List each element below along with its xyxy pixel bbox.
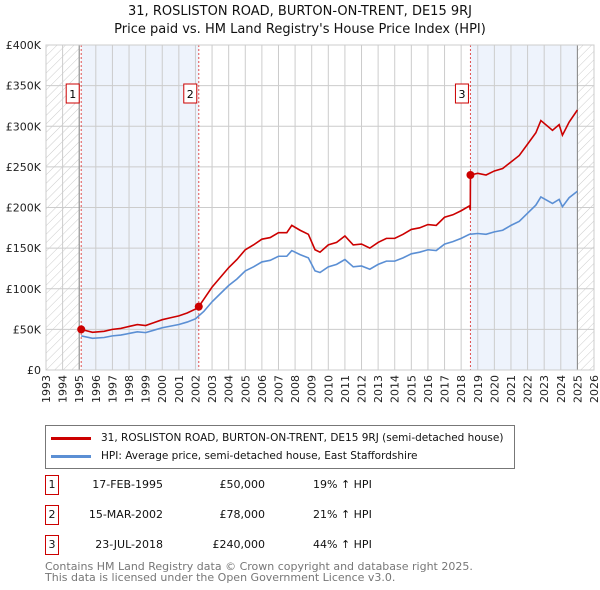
y-tick-label: £300K <box>6 120 42 133</box>
sale-date: 23-JUL-2018 <box>95 538 163 551</box>
x-tick-label: 2007 <box>272 375 285 403</box>
y-tick-label: £200K <box>6 202 42 215</box>
x-tick-label: 2001 <box>173 375 186 403</box>
y-tick-label: £100K <box>6 283 42 296</box>
y-tick-label: £400K <box>6 39 42 52</box>
hpi-line <box>81 190 578 340</box>
x-tick-label: 2020 <box>488 375 501 403</box>
x-tick-label: 1996 <box>90 375 103 403</box>
sale-price: £240,000 <box>212 538 266 551</box>
x-tick-label: 2010 <box>322 375 335 403</box>
sale-point <box>194 302 203 311</box>
x-tick-label: 2021 <box>505 375 518 403</box>
sale-row: 1 17-FEB-1995 £50,000 19% ↑ HPI <box>45 475 445 495</box>
legend-label: HPI: Average price, semi-detached house,… <box>101 450 418 462</box>
legend-label: 31, ROSLISTON ROAD, BURTON-ON-TRENT, DE1… <box>101 432 504 444</box>
x-tick-label: 1994 <box>57 375 70 403</box>
x-tick-label: 1997 <box>106 375 119 403</box>
x-tick-label: 2003 <box>206 375 219 403</box>
sale-marker-label: 2 <box>187 88 194 101</box>
x-tick-label: 2013 <box>372 375 385 403</box>
x-tick-label: 2011 <box>339 375 352 403</box>
x-tick-label: 1993 <box>40 375 53 403</box>
sale-date: 15-MAR-2002 <box>88 508 163 521</box>
sale-number-badge: 3 <box>45 535 59 555</box>
sale-number-badge: 1 <box>45 475 59 495</box>
x-tick-label: 2017 <box>439 375 452 403</box>
legend-swatch <box>51 454 91 458</box>
x-tick-label: 2008 <box>289 375 302 403</box>
x-tick-label: 2012 <box>356 375 369 403</box>
sale-marker-box <box>183 83 198 104</box>
chart-subtitle: Price paid vs. HM Land Registry's House … <box>114 22 486 37</box>
sale-row: 3 23-JUL-2018 £240,000 44% ↑ HPI <box>45 535 445 555</box>
y-tick-label: £50K <box>13 323 42 336</box>
x-tick-label: 2025 <box>571 375 584 403</box>
y-tick-label: £150K <box>6 242 42 255</box>
x-tick-label: 2024 <box>555 375 568 403</box>
price-paid-line <box>81 109 579 334</box>
plot-frame <box>45 44 595 371</box>
x-tick-label: 2018 <box>455 375 468 403</box>
x-tick-label: 2009 <box>306 375 319 403</box>
x-tick-label: 2016 <box>422 375 435 403</box>
x-tick-label: 1998 <box>123 375 136 403</box>
sale-hpi-change: 21% ↑ HPI <box>313 508 372 521</box>
x-tick-label: 2015 <box>405 375 418 403</box>
x-tick-label: 1999 <box>140 375 153 403</box>
x-tick-label: 2022 <box>522 375 535 403</box>
x-tick-label: 2023 <box>538 375 551 403</box>
footer: Contains HM Land Registry data © Crown c… <box>45 561 473 583</box>
x-tick-label: 2026 <box>588 375 600 403</box>
legend-item-hpi: HPI: Average price, semi-detached house,… <box>51 448 418 464</box>
sale-price: £50,000 <box>219 478 266 491</box>
x-tick-label: 2019 <box>472 375 485 403</box>
x-tick-label: 2006 <box>256 375 269 403</box>
sale-date: 17-FEB-1995 <box>92 478 163 491</box>
sale-hpi-change: 44% ↑ HPI <box>313 538 372 551</box>
y-tick-label: £250K <box>6 161 42 174</box>
x-tick-label: 2014 <box>389 375 402 403</box>
sale-marker-label: 3 <box>458 88 465 101</box>
x-tick-label: 2000 <box>156 375 169 403</box>
footer-line: Contains HM Land Registry data © Crown c… <box>45 560 473 573</box>
sale-point <box>466 171 475 179</box>
legend-swatch <box>51 436 91 440</box>
legend-item-price: 31, ROSLISTON ROAD, BURTON-ON-TRENT, DE1… <box>51 430 503 446</box>
sale-marker-label: 1 <box>69 88 76 101</box>
x-tick-label: 2004 <box>223 375 236 403</box>
chart-legend: 31, ROSLISTON ROAD, BURTON-ON-TRENT, DE1… <box>45 425 515 469</box>
sale-point <box>77 325 86 334</box>
y-tick-label: £0 <box>27 364 41 377</box>
chart-title: 31, ROSLISTON ROAD, BURTON-ON-TRENT, DE1… <box>128 4 472 19</box>
sale-row: 2 15-MAR-2002 £78,000 21% ↑ HPI <box>45 505 445 525</box>
price-chart: 1993 1994 1995 1996 1997 1998 1999 2000 2001 2002… <box>6 39 600 403</box>
sale-hpi-change: 19% ↑ HPI <box>313 478 372 491</box>
footer-line: This data is licensed under the Open Gov… <box>45 571 396 584</box>
x-tick-label: 2002 <box>189 375 202 403</box>
sale-marker-box <box>454 83 469 104</box>
sale-marker-box <box>65 83 80 104</box>
x-tick-label: 2005 <box>239 375 252 403</box>
x-tick-label: 1995 <box>73 375 86 403</box>
y-tick-label: £350K <box>6 80 42 93</box>
sale-number-badge: 2 <box>45 505 59 525</box>
sale-price: £78,000 <box>219 508 266 521</box>
